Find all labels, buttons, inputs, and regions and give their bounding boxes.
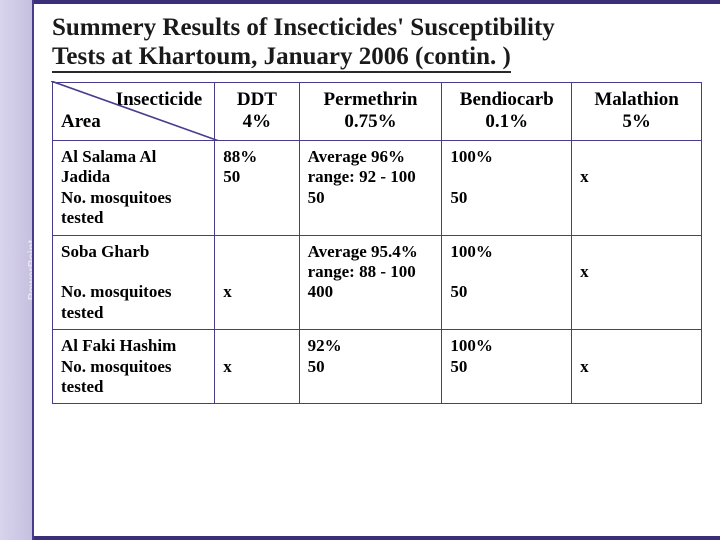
cell-ddt: 88%50 [215,141,299,236]
cell-area: Al Faki HashimNo. mosquitoes tested [53,330,215,404]
table-body: Al Salama Al JadidaNo. mosquitoes tested… [53,141,702,404]
col-permethrin: Permethrin 0.75% [299,82,442,141]
cell-ddt: x [215,330,299,404]
top-accent [34,0,720,4]
slide-body: Summery Results of Insecticides' Suscept… [32,0,720,540]
cell-ddt: x [215,235,299,330]
table-row: Soba Gharb No. mosquitoes tested x Avera… [53,235,702,330]
title-line2: Tests at Khartoum, January 2006 (contin.… [52,43,511,73]
cell-mala: x [572,141,702,236]
cell-bend: 100% 50 [442,235,572,330]
results-table: Insecticide Area DDT 4% Permethrin 0.75%… [52,82,702,405]
cell-mala: x [572,330,702,404]
table-row: Al Faki HashimNo. mosquitoes tested x 92… [53,330,702,404]
cell-area: Soba Gharb No. mosquitoes tested [53,235,215,330]
col-ddt: DDT 4% [215,82,299,141]
cell-perm: Average 95.4%range: 88 - 100400 [299,235,442,330]
cell-perm: 92%50 [299,330,442,404]
table-row: Al Salama Al JadidaNo. mosquitoes tested… [53,141,702,236]
cell-bend: 100%50 [442,330,572,404]
col-malathion: Malathion 5% [572,82,702,141]
title-line1: Summery Results of Insecticides' Suscept… [52,14,555,41]
col-bendiocarb: Bendiocarb 0.1% [442,82,572,141]
cell-bend: 100% 50 [442,141,572,236]
table-header-row: Insecticide Area DDT 4% Permethrin 0.75%… [53,82,702,141]
col-area: Insecticide Area [53,82,215,141]
cell-perm: Average 96%range: 92 - 10050 [299,141,442,236]
sidebar-decoration: PowerPoint [0,0,32,540]
page-title: Summery Results of Insecticides' Suscept… [52,14,702,72]
bottom-accent [34,536,720,540]
cell-mala: x [572,235,702,330]
cell-area: Al Salama Al JadidaNo. mosquitoes tested [53,141,215,236]
